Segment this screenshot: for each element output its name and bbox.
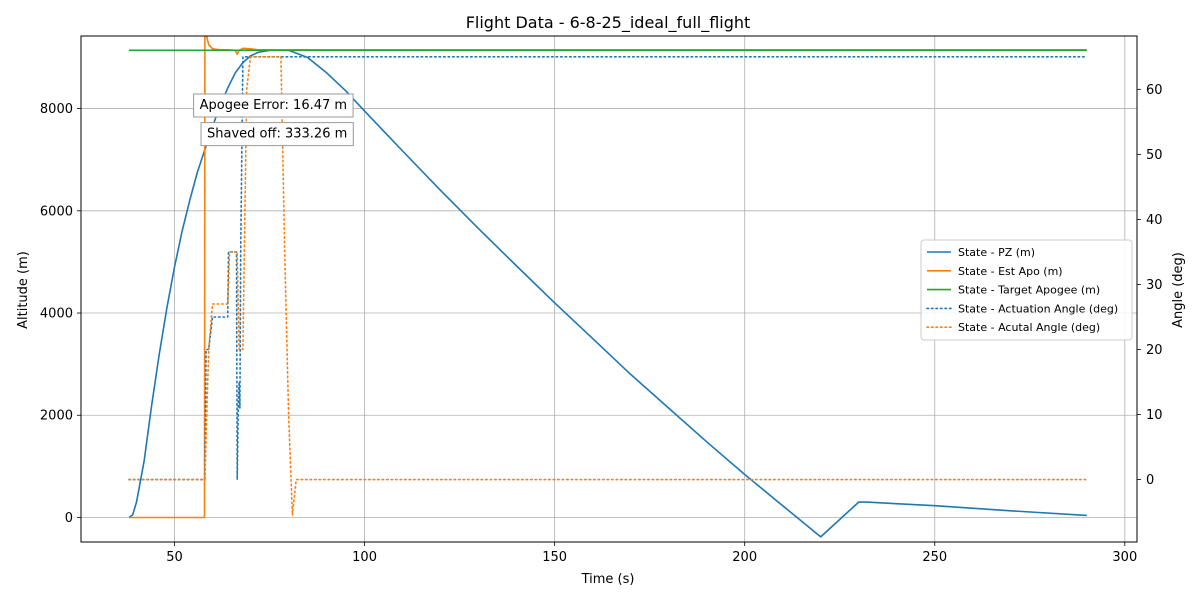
annotation-box: Apogee Error: 16.47 m: [193, 93, 354, 118]
series-layer: [128, 36, 1088, 538]
legend-entry: State - Est Apo (m): [958, 265, 1063, 278]
x-tick-label: 150: [542, 550, 567, 565]
legend-entry: State - Acutal Angle (deg): [958, 321, 1100, 334]
annotation-frame: [200, 122, 354, 147]
y-tick-label: 4000: [40, 307, 73, 322]
annotation-box: Shaved off: 333.26 m: [200, 122, 354, 147]
x-tick-label: 100: [352, 550, 377, 565]
y2-tick-label: 10: [1146, 408, 1163, 423]
y2-tick-label: 20: [1146, 343, 1163, 358]
y-tick-label: 8000: [40, 102, 73, 117]
y-axis-label: Altitude (m): [16, 251, 31, 329]
legend-entry: State - PZ (m): [958, 246, 1035, 259]
y2-tick-label: 30: [1146, 278, 1163, 293]
x-tick-label: 300: [1112, 550, 1137, 565]
y2-tick-label: 40: [1146, 213, 1163, 228]
y-tick-label: 2000: [40, 409, 73, 424]
annotation-text: Apogee Error: 16.47 m: [200, 98, 347, 113]
annotations: Apogee Error: 16.47 m Shaved off: 333.26 …: [193, 93, 354, 147]
legend-entry: State - Actuation Angle (deg): [958, 302, 1118, 315]
plot-frame: [80, 35, 1138, 543]
legend: State - PZ (m) State - Est Apo (m) State -…: [920, 239, 1133, 341]
y-tick-label: 0: [65, 511, 73, 526]
ticks: 50 100 150 200 250 300 0 2000 4000 6000 8000 0 10 20 3…: [40, 83, 1163, 565]
chart-title: Flight Data - 6-8-25_ideal_full_flight: [466, 13, 751, 33]
grid: [81, 36, 1137, 542]
series-line-state-acutal-angle-deg: [128, 56, 1088, 517]
annotation-frame: [193, 93, 354, 118]
x-tick-label: 50: [166, 550, 183, 565]
x-axis-label: Time (s): [581, 572, 635, 587]
legend-frame: [920, 239, 1133, 341]
legend-entry: State - Target Apogee (m): [958, 284, 1100, 297]
x-tick-label: 250: [922, 550, 947, 565]
x-tick-label: 200: [732, 550, 757, 565]
y2-axis-label: Angle (deg): [1171, 252, 1186, 328]
y2-tick-label: 50: [1146, 148, 1163, 163]
annotation-text: Shaved off: 333.26 m: [207, 127, 347, 142]
y2-tick-label: 0: [1146, 473, 1154, 488]
y-tick-label: 6000: [40, 204, 73, 219]
y2-tick-label: 60: [1146, 83, 1163, 98]
